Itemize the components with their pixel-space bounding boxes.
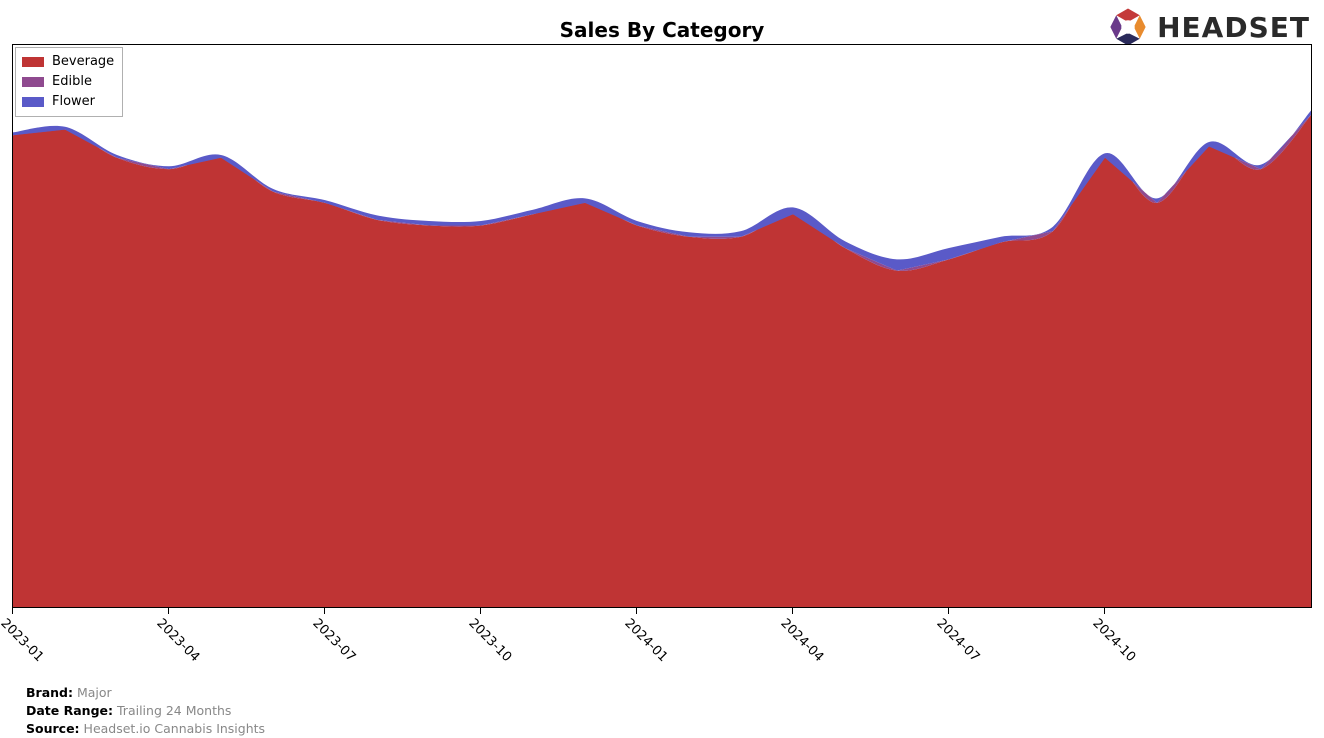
headset-logo: HEADSET — [1107, 6, 1310, 48]
xtick-label: 2023-04 — [153, 616, 202, 665]
footer-line: Brand: Major — [26, 684, 265, 702]
legend-item-beverage: Beverage — [22, 52, 114, 72]
xtick-label: 2024-01 — [621, 616, 670, 665]
xtick-label: 2024-04 — [777, 616, 826, 665]
legend-label: Beverage — [52, 52, 114, 72]
area-beverage — [13, 113, 1312, 608]
legend-item-edible: Edible — [22, 72, 114, 92]
chart-footer: Brand: Major Date Range: Trailing 24 Months… — [26, 684, 265, 738]
headset-logo-icon — [1107, 6, 1149, 48]
x-axis: 2023-01 2023-04 2023-07 2023-10 2024-01 2024-… — [0, 608, 1324, 668]
xtick-label: 2023-01 — [0, 616, 46, 665]
footer-value: Trailing 24 Months — [117, 703, 231, 718]
headset-logo-text: HEADSET — [1157, 11, 1310, 44]
footer-value: Major — [77, 685, 112, 700]
xtick-label: 2024-10 — [1089, 616, 1138, 665]
footer-line: Source: Headset.io Cannabis Insights — [26, 720, 265, 738]
footer-line: Date Range: Trailing 24 Months — [26, 702, 265, 720]
xtick-label: 2023-07 — [309, 616, 358, 665]
xtick-mark — [324, 608, 325, 614]
xtick-mark — [12, 608, 13, 614]
xtick-mark — [792, 608, 793, 614]
xtick-label: 2024-07 — [933, 616, 982, 665]
xtick-mark — [948, 608, 949, 614]
legend-label: Flower — [52, 92, 95, 112]
xtick-mark — [636, 608, 637, 614]
xtick-mark — [1104, 608, 1105, 614]
plot-area: BeverageEdibleFlower — [12, 44, 1312, 608]
legend-label: Edible — [52, 72, 92, 92]
footer-key: Source: — [26, 721, 80, 736]
legend: BeverageEdibleFlower — [15, 47, 123, 117]
footer-key: Date Range: — [26, 703, 113, 718]
legend-swatch — [22, 57, 44, 67]
chart-container: Sales By Category HEADSET BeverageEdible… — [0, 0, 1324, 738]
stacked-area-chart — [13, 45, 1312, 608]
xtick-mark — [480, 608, 481, 614]
legend-swatch — [22, 97, 44, 107]
footer-value: Headset.io Cannabis Insights — [84, 721, 266, 736]
xtick-mark — [168, 608, 169, 614]
xtick-label: 2023-10 — [465, 616, 514, 665]
footer-key: Brand: — [26, 685, 73, 700]
legend-item-flower: Flower — [22, 92, 114, 112]
legend-swatch — [22, 77, 44, 87]
